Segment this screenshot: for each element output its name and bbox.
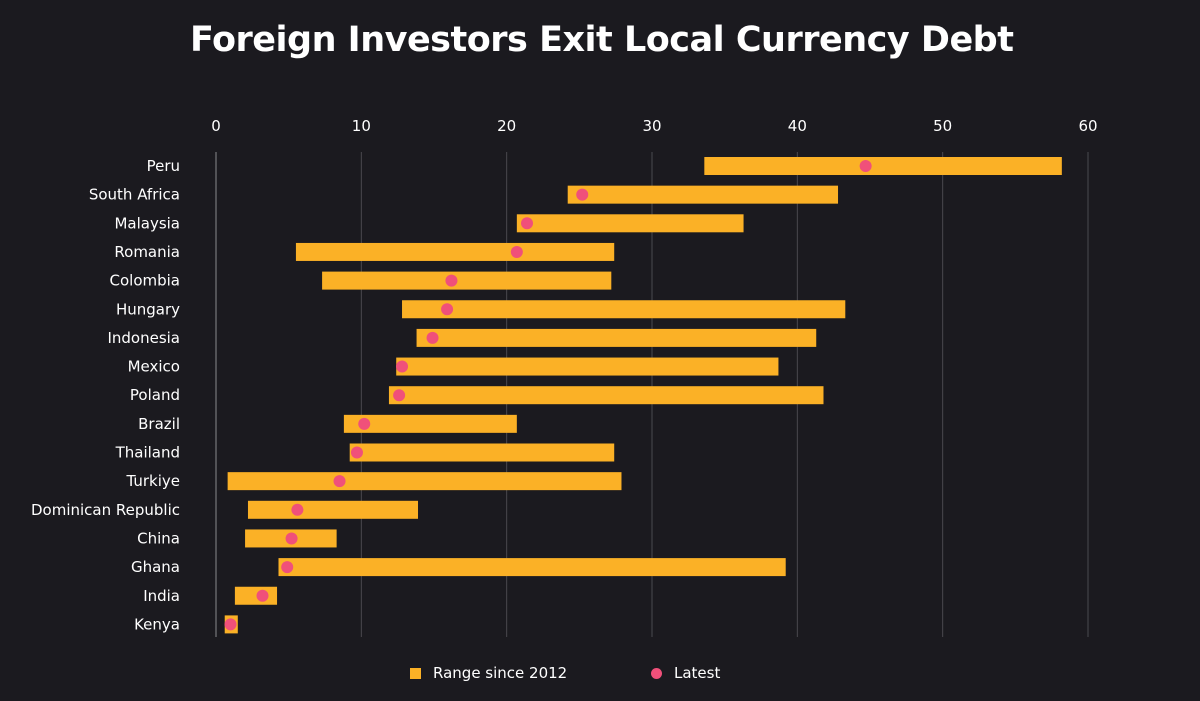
range-bar [704,157,1062,175]
x-tick-label: 30 [642,117,661,135]
latest-dot [859,160,872,172]
category-label: Dominican Republic [31,501,180,519]
range-bar [396,357,779,376]
category-label: Ghana [131,558,180,576]
latest-dot [358,417,371,430]
x-tick-label: 50 [933,117,952,135]
latest-dot [285,532,298,545]
category-label: South Africa [89,186,180,204]
category-label: Mexico [128,358,180,376]
range-bar [349,443,615,462]
chart-title: Foreign Investors Exit Local Currency De… [190,20,1014,60]
range-bar [278,558,786,577]
category-label: China [137,529,180,547]
range-bar [343,414,517,433]
latest-dot [441,303,454,316]
latest-dot [291,503,304,516]
y-axis-labels: Peru South Africa Malaysia Romania Colombia H… [31,157,180,633]
category-label: Colombia [110,272,181,290]
category-label: Indonesia [107,329,180,347]
category-label: Peru [147,157,180,175]
legend-swatch-latest [651,667,662,679]
category-label: India [143,587,180,605]
category-label: Turkiye [125,472,180,490]
range-bar [388,386,824,405]
category-label: Brazil [138,415,180,433]
range-bar [227,472,622,491]
legend-label-latest: Latest [674,664,721,682]
legend: Range since 2012 Latest [0,664,1200,688]
latest-dot [396,360,409,373]
range-bar [402,300,846,319]
category-label: Malaysia [114,214,180,232]
range-bars [224,157,1062,634]
range-bar [516,214,744,233]
latest-dot [224,618,237,631]
range-bar [567,185,839,204]
legend-label-range: Range since 2012 [433,664,568,682]
category-label: Thailand [115,444,180,462]
range-bar [322,271,612,290]
latest-dots [224,160,872,631]
latest-dot [333,475,346,488]
x-tick-label: 20 [497,117,516,135]
legend-swatch-range [410,667,421,679]
latest-dot [521,217,534,230]
category-label: Romania [114,243,180,261]
latest-dot [445,274,458,287]
range-bar [295,242,615,261]
latest-dot [256,589,269,602]
category-label: Poland [130,386,180,404]
latest-dot [576,188,589,201]
x-tick-label: 0 [211,117,221,135]
latest-dot [281,561,294,574]
legend-item-latest: Latest [651,664,720,682]
x-tick-label: 10 [352,117,371,135]
x-tick-label: 40 [788,117,807,135]
latest-dot [510,245,523,258]
range-bar [234,586,278,605]
legend-item-range: Range since 2012 [410,664,567,682]
latest-dot [393,389,406,402]
category-label: Hungary [116,300,180,318]
latest-dot [350,446,363,459]
x-axis-ticks: 0 10 20 30 40 50 60 [211,117,1097,135]
category-label: Kenya [134,615,180,633]
range-bar [416,328,817,347]
x-tick-label: 60 [1078,117,1097,135]
latest-dot [426,331,439,344]
range-bar [247,500,419,519]
